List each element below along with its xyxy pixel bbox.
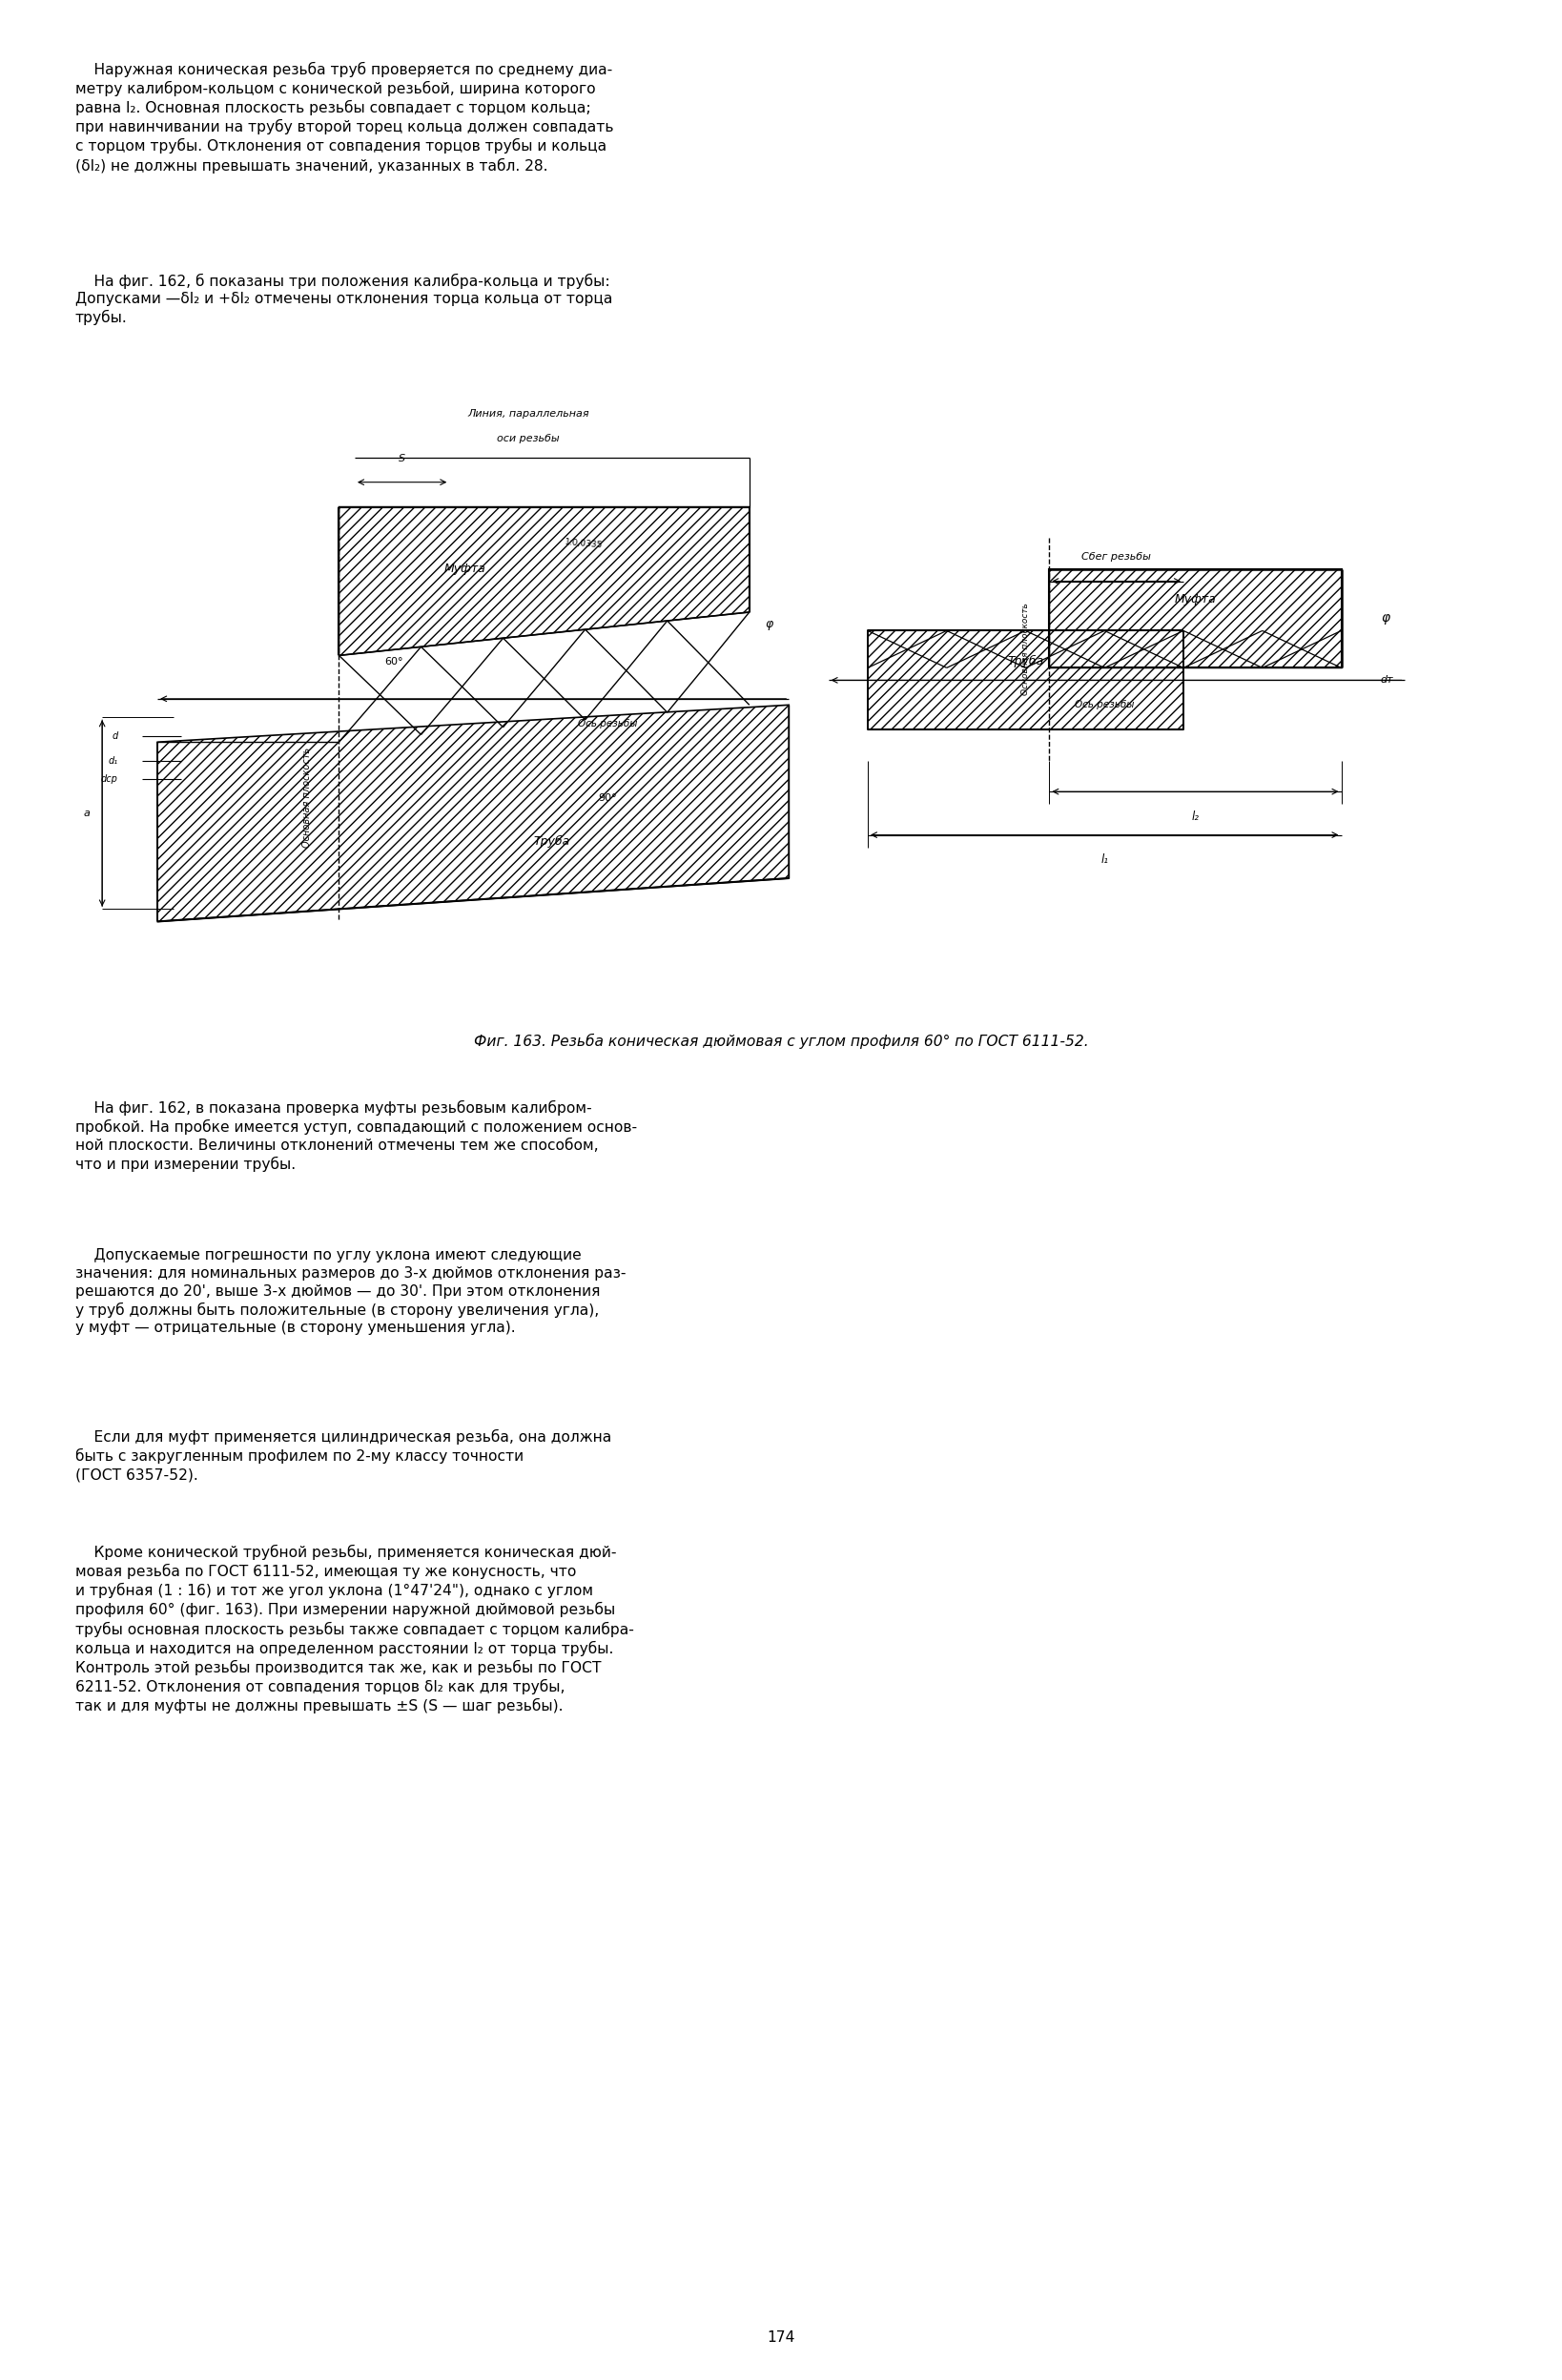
Text: d₁: d₁ [108, 757, 119, 766]
Polygon shape [339, 507, 750, 655]
Text: Труба: Труба [534, 835, 570, 847]
Text: Кроме конической трубной резьбы, применяется коническая дюй-
мовая резьба по ГОС: Кроме конической трубной резьбы, применя… [75, 1545, 634, 1714]
Text: 60°: 60° [384, 657, 403, 666]
Text: Наружная коническая резьба труб проверяется по среднему диа-
метру калибром-коль: Наружная коническая резьба труб проверяе… [75, 62, 614, 174]
Text: Фиг. 163. Резьба коническая дюймовая с углом профиля 60° по ГОСТ 6111-52.: Фиг. 163. Резьба коническая дюймовая с у… [473, 1033, 1089, 1050]
Text: Если для муфт применяется цилиндрическая резьба, она должна
быть с закругленным : Если для муфт применяется цилиндрическая… [75, 1430, 611, 1483]
Text: dср: dср [102, 774, 119, 783]
Polygon shape [158, 704, 789, 921]
Text: Основная плоскость: Основная плоскость [303, 747, 312, 847]
Text: Ось резьбы: Ось резьбы [1075, 700, 1134, 709]
Text: d: d [112, 731, 119, 740]
Text: 174: 174 [767, 2330, 795, 2344]
Text: Сбег резьбы: Сбег резьбы [1081, 552, 1151, 562]
Text: dт: dт [1381, 676, 1393, 685]
Polygon shape [868, 631, 1184, 731]
Text: На фиг. 162, б показаны три положения калибра-кольца и трубы:
Допусками —δl₂ и +: На фиг. 162, б показаны три положения ка… [75, 274, 612, 326]
Text: φ: φ [765, 619, 773, 631]
Text: 1:0,0335: 1:0,0335 [564, 538, 603, 550]
Text: S: S [398, 455, 406, 464]
Text: a: a [83, 809, 89, 819]
Text: 90°: 90° [598, 793, 617, 802]
Text: Допускаемые погрешности по углу уклона имеют следующие
значения: для номинальных: Допускаемые погрешности по углу уклона и… [75, 1250, 626, 1335]
Text: Труба: Труба [1007, 655, 1043, 669]
Text: оси резьбы: оси резьбы [497, 433, 559, 443]
Polygon shape [1050, 569, 1342, 669]
Text: l₁: l₁ [1101, 854, 1109, 866]
Text: На фиг. 162, в показана проверка муфты резьбовым калибром-
пробкой. На пробке им: На фиг. 162, в показана проверка муфты р… [75, 1100, 637, 1173]
Text: Муфта: Муфта [1175, 593, 1217, 607]
Text: Основная плоскость: Основная плоскость [1022, 602, 1029, 695]
Text: Линия, параллельная: Линия, параллельная [467, 409, 589, 419]
Text: Муфта: Муфта [444, 562, 486, 576]
Text: l₂: l₂ [1192, 809, 1200, 823]
Text: φ: φ [1381, 612, 1390, 626]
Text: Ось резьбы: Ось резьбы [578, 719, 637, 728]
